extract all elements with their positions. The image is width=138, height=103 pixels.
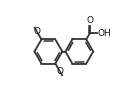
Text: O: O bbox=[87, 16, 93, 25]
Text: O: O bbox=[56, 67, 63, 76]
Text: OH: OH bbox=[97, 29, 111, 37]
Text: O: O bbox=[34, 27, 40, 36]
